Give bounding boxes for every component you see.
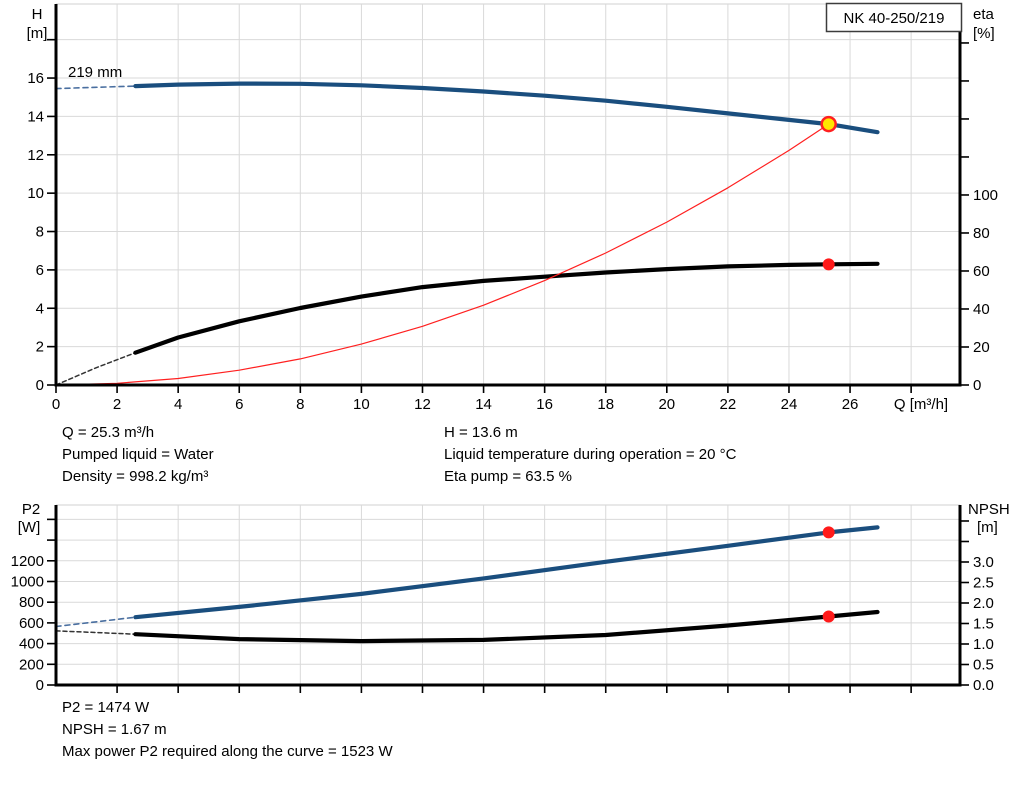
- y-right-tick-label: 1.0: [973, 636, 994, 653]
- y-left-tick-label: 16: [27, 70, 44, 87]
- x-tick-label: 10: [353, 396, 370, 413]
- y-left-tick-label: 200: [19, 656, 44, 673]
- head-axis-label: H: [32, 6, 43, 23]
- info-h: H = 13.6 m: [444, 424, 518, 441]
- info-density: Density = 998.2 kg/m³: [62, 468, 208, 485]
- y-left-tick-label: 0: [36, 677, 44, 694]
- head-axis-unit: [m]: [27, 25, 48, 42]
- y-left-tick-label: 4: [36, 300, 44, 317]
- model-box: NK 40-250/219: [825, 2, 963, 33]
- npsh-curve-dashed: [55, 630, 137, 635]
- npsh-axis-unit: [m]: [977, 519, 998, 536]
- qh-eta-chart: 0 2 4 6 8 10 12 14 16 18 20 22 24 2602468101214160204…: [27, 3, 998, 413]
- duty-point-npsh[interactable]: [822, 610, 835, 623]
- y-left-tick-label: 800: [19, 594, 44, 611]
- y-left-tick-label: 1200: [11, 553, 44, 570]
- y-right-tick-label: 0.5: [973, 656, 994, 673]
- y-left-tick-label: 0: [36, 377, 44, 394]
- y-left-tick-label: 14: [27, 108, 44, 125]
- y-right-tick-label: 20: [973, 339, 990, 356]
- info-max-power: Max power P2 required along the curve = …: [62, 743, 393, 760]
- npsh-curve: [133, 609, 880, 644]
- y-right-tick-label: 3.0: [973, 554, 994, 571]
- y-left-tick-label: 600: [19, 615, 44, 632]
- p2-axis-unit: [W]: [18, 519, 41, 536]
- y-left-tick-label: 1000: [11, 573, 44, 590]
- result-info-block: P2 = 1474 W NPSH = 1.67 m Max power P2 r…: [62, 699, 393, 760]
- x-tick-label: 14: [475, 396, 492, 413]
- y-left-tick-label: 6: [36, 262, 44, 279]
- y-right-tick-label: 2.0: [973, 595, 994, 612]
- y-left-tick-label: 12: [27, 147, 44, 164]
- duty-info-block: Q = 25.3 m³/h Pumped liquid = Water Dens…: [62, 424, 737, 485]
- x-tick-label: 18: [597, 396, 614, 413]
- info-temp: Liquid temperature during operation = 20…: [444, 446, 737, 463]
- y-left-tick-label: 400: [19, 636, 44, 653]
- head-curve: [133, 81, 880, 135]
- x-tick-label: 8: [296, 396, 304, 413]
- y-left-tick-label: 10: [27, 185, 44, 202]
- info-eta: Eta pump = 63.5 %: [444, 468, 572, 485]
- q-axis-label: Q [m³/h]: [894, 396, 948, 413]
- x-tick-label: 16: [536, 396, 553, 413]
- x-tick-label: 24: [781, 396, 798, 413]
- x-tick-label: 12: [414, 396, 431, 413]
- system-curve: [55, 123, 830, 386]
- info-liquid: Pumped liquid = Water: [62, 446, 214, 463]
- y-right-tick-label: 40: [973, 301, 990, 318]
- y-right-tick-label: 1.5: [973, 615, 994, 632]
- head-curve-dashed: [55, 85, 137, 90]
- p2-axis-label: P2: [22, 501, 40, 518]
- y-right-tick-label: 0.0: [973, 677, 994, 694]
- x-tick-label: 20: [658, 396, 675, 413]
- y-right-tick-label: 0: [973, 377, 981, 394]
- eta-axis-label: eta: [973, 6, 995, 23]
- info-npsh: NPSH = 1.67 m: [62, 721, 167, 738]
- npsh-axis-label: NPSH: [968, 501, 1010, 518]
- impeller-diameter-label: 219 mm: [68, 64, 122, 81]
- x-tick-label: 2: [113, 396, 121, 413]
- info-p2: P2 = 1474 W: [62, 699, 150, 716]
- duty-point-p2[interactable]: [822, 526, 835, 539]
- eta-axis-unit: [%]: [973, 25, 995, 42]
- y-right-tick-label: 60: [973, 263, 990, 280]
- duty-point-head[interactable]: [820, 115, 837, 133]
- p2-npsh-chart: 0 200 400 600 800 1000 1200 0.0 0.5 1.0 1.5 2.0 2.5 3…: [11, 504, 994, 694]
- p2-curve: [133, 525, 880, 620]
- x-tick-label: 26: [842, 396, 859, 413]
- y-right-tick-label: 80: [973, 225, 990, 242]
- info-q: Q = 25.3 m³/h: [62, 424, 154, 441]
- y-left-tick-label: 2: [36, 339, 44, 356]
- duty-point-eta[interactable]: [822, 258, 835, 271]
- eta-curve-dashed: [55, 351, 137, 386]
- y-left-tick-label: 8: [36, 224, 44, 241]
- y-right-tick-label: 2.5: [973, 574, 994, 591]
- model-name: NK 40-250/219: [844, 10, 945, 27]
- eta-curve: [133, 261, 880, 355]
- x-tick-label: 6: [235, 396, 243, 413]
- model-box-frame: [825, 2, 963, 33]
- x-tick-label: 22: [720, 396, 737, 413]
- x-tick-label: 4: [174, 396, 182, 413]
- x-tick-label: 0: [52, 396, 60, 413]
- y-right-tick-label: 100: [973, 187, 998, 204]
- p2-curve-dashed: [55, 616, 137, 628]
